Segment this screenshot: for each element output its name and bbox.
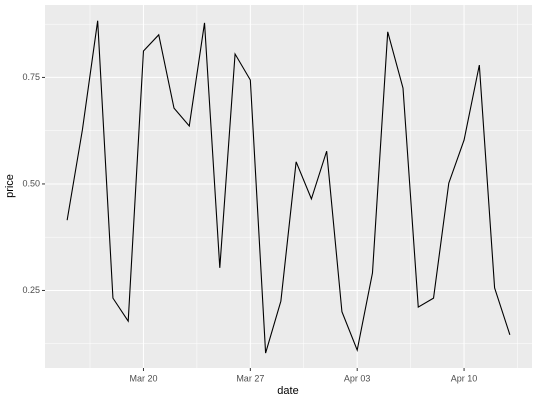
x-axis-title: date bbox=[277, 385, 298, 397]
x-tick-label: Mar 20 bbox=[129, 373, 157, 383]
x-tick-label: Mar 27 bbox=[236, 373, 264, 383]
y-axis-title: price bbox=[4, 174, 16, 198]
y-tick-label: 0.50 bbox=[22, 178, 40, 188]
price-line bbox=[66, 20, 511, 354]
panel bbox=[45, 5, 532, 368]
x-tick-label: Apr 03 bbox=[344, 373, 371, 383]
y-tick-label: 0.25 bbox=[22, 285, 40, 295]
y-tick-label: 0.75 bbox=[22, 72, 40, 82]
x-tick-label: Apr 10 bbox=[451, 373, 478, 383]
